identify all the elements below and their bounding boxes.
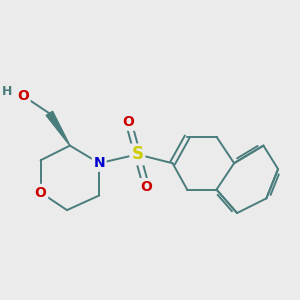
Text: O: O: [17, 89, 29, 103]
Text: O: O: [140, 180, 152, 194]
Text: O: O: [123, 115, 134, 129]
Text: O: O: [35, 185, 46, 200]
Polygon shape: [46, 111, 70, 146]
Text: H: H: [2, 85, 12, 98]
Text: N: N: [93, 156, 105, 170]
Text: S: S: [131, 146, 143, 164]
